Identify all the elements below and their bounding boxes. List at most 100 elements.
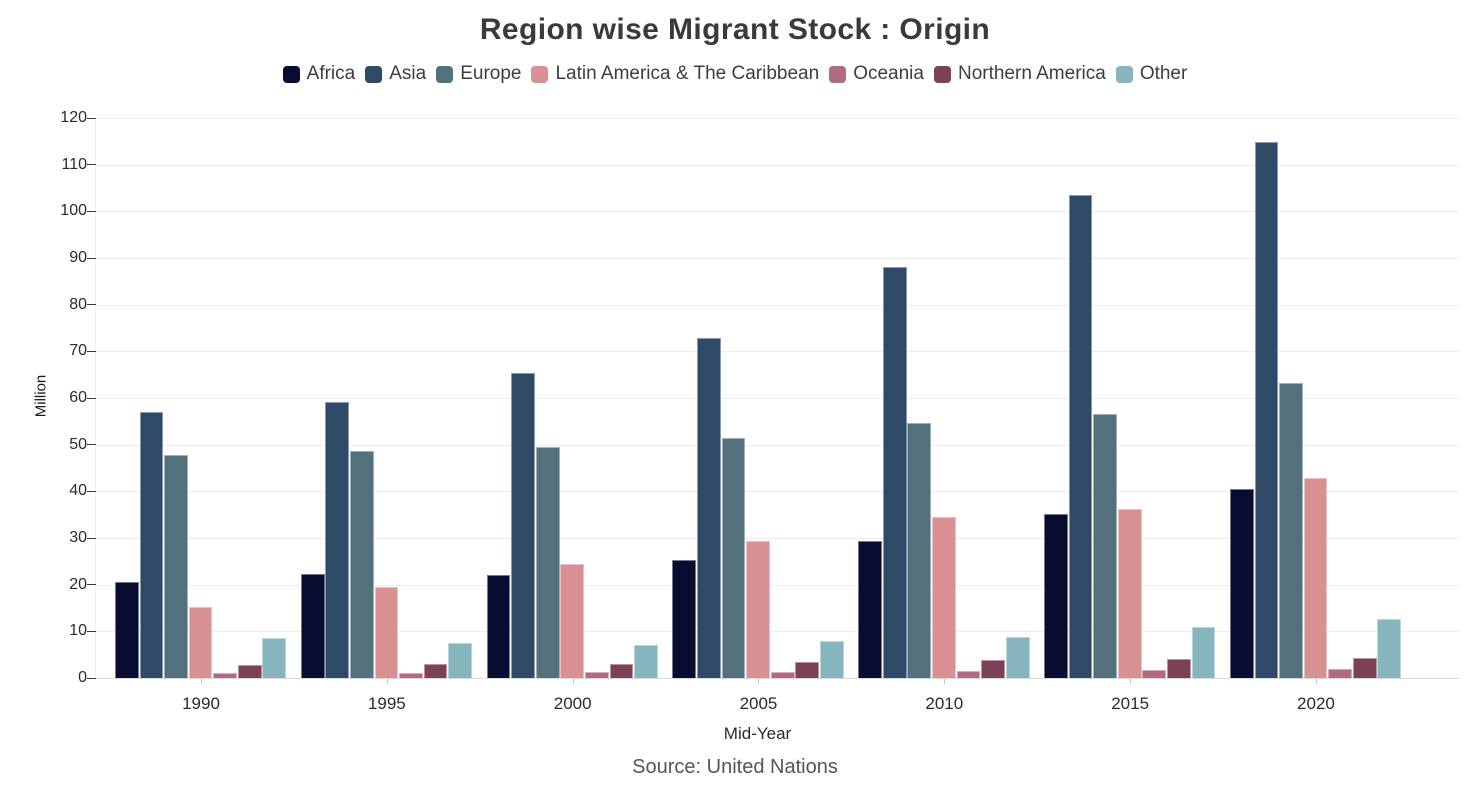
plot-area: 0 10 20 30 40 50 60 70 80 90 100 110 120 1990 1995 2000…	[60, 109, 1459, 713]
bar-asia-1990	[139, 412, 164, 678]
legend-label: Europe	[460, 63, 522, 84]
bar-europe-1995	[349, 450, 374, 678]
bar-oceania-1990	[213, 673, 238, 678]
y-axis-tick	[87, 397, 96, 399]
y-axis-tick	[87, 490, 96, 492]
y-axis-tick-label: 90	[69, 249, 87, 266]
bar-latin-america-the-caribbean-2015	[1117, 508, 1142, 678]
bar-other-1995	[448, 643, 473, 678]
x-axis-tick	[572, 678, 574, 684]
gridline	[96, 491, 1459, 493]
y-axis-tick-label: 0	[78, 669, 87, 686]
bar-africa-1995	[300, 574, 325, 678]
bar-asia-2020	[1254, 141, 1279, 678]
bar-latin-america-the-caribbean-2005	[746, 540, 770, 678]
bar-asia-2005	[697, 338, 721, 678]
legend-item-europe[interactable]: Europe	[436, 63, 521, 85]
legend-item-asia[interactable]: Asia	[365, 63, 426, 85]
y-axis-title: Million	[32, 374, 50, 418]
gridline	[96, 631, 1459, 633]
bar-latin-america-the-caribbean-1990	[188, 607, 213, 678]
y-axis-tick	[87, 444, 96, 446]
y-axis-tick-label: 120	[60, 109, 87, 126]
x-axis-tick	[944, 678, 946, 684]
bar-northern-america-1995	[423, 664, 448, 678]
legend-swatch-icon	[365, 65, 383, 83]
bar-northern-america-2005	[795, 662, 820, 678]
legend-label: Oceania	[853, 63, 924, 84]
y-axis-tick-label: 100	[60, 202, 87, 220]
legend-label: Other	[1139, 63, 1188, 84]
bar-oceania-2020	[1328, 669, 1353, 678]
gridline	[96, 304, 1459, 306]
y-axis-tick-label: 40	[69, 482, 87, 500]
legend-label: Asia	[389, 63, 427, 84]
gridline	[96, 258, 1459, 259]
source-caption: Source: United Nations	[632, 756, 838, 778]
y-axis-tick	[87, 164, 96, 166]
legend-label: Latin America & The Caribbean	[555, 63, 820, 84]
x-axis-tick	[758, 678, 760, 684]
bar-other-2005	[819, 641, 844, 678]
x-axis-tick-label: 2000	[553, 694, 592, 713]
legend-item-africa[interactable]: Africa	[282, 63, 356, 85]
bar-other-1990	[262, 637, 287, 678]
bar-asia-2000	[511, 372, 535, 678]
x-axis-tick	[201, 678, 202, 684]
bar-northern-america-2000	[609, 664, 634, 678]
y-axis-tick-label: 20	[69, 575, 87, 593]
bar-other-2020	[1377, 618, 1402, 678]
legend-swatch-icon	[436, 65, 454, 83]
x-axis-tick	[1315, 678, 1317, 684]
y-axis-tick-label: 30	[69, 529, 87, 546]
gridline	[96, 118, 1459, 119]
legend-swatch-icon	[829, 65, 847, 83]
bar-other-2000	[634, 645, 658, 678]
legend-swatch-icon	[933, 65, 951, 83]
x-axis-tick-label: 1990	[182, 694, 220, 713]
bar-africa-2010	[858, 541, 883, 678]
x-axis-tick-label: 2005	[739, 694, 778, 713]
y-axis-tick-label: 10	[69, 622, 87, 640]
bar-europe-2020	[1279, 383, 1303, 678]
legend-item-other[interactable]: Other	[1115, 63, 1188, 85]
y-axis-tick-label: 110	[61, 155, 87, 173]
x-axis-tick-label: 2015	[1111, 694, 1150, 713]
bar-oceania-1995	[399, 672, 423, 678]
bar-africa-2005	[672, 559, 697, 678]
bar-europe-1990	[164, 455, 188, 678]
legend-item-oceania[interactable]: Oceania	[829, 63, 924, 85]
y-axis-tick	[87, 630, 96, 632]
x-axis-title: Mid-Year	[723, 724, 792, 743]
legend-swatch-icon	[282, 65, 300, 83]
gridline	[96, 444, 1459, 446]
bar-latin-america-the-caribbean-2000	[560, 563, 585, 678]
y-axis-tick-label: 60	[69, 389, 87, 406]
legend-item-northern-america[interactable]: Northern America	[933, 63, 1106, 85]
x-axis-tick	[1130, 678, 1132, 684]
x-axis-tick	[386, 678, 388, 684]
bar-europe-2005	[721, 438, 746, 678]
bar-africa-1990	[115, 581, 139, 678]
bar-asia-2010	[882, 267, 907, 678]
bar-africa-2020	[1229, 489, 1254, 678]
legend-item-latin-america-the-caribbean[interactable]: Latin America & The Caribbean	[531, 63, 819, 85]
bar-northern-america-2010	[981, 659, 1005, 678]
chart-title: Region wise Migrant Stock : Origin	[479, 13, 991, 46]
bar-other-2010	[1005, 636, 1030, 678]
bar-europe-2015	[1093, 414, 1118, 678]
bar-africa-2000	[486, 575, 511, 678]
bar-asia-2015	[1068, 195, 1093, 678]
y-axis-tick	[87, 537, 96, 539]
chart-legend: Africa Asia Europe Latin America & The Cari…	[0, 63, 1470, 85]
y-axis-tick	[87, 304, 96, 306]
legend-swatch-icon	[1115, 65, 1133, 83]
legend-label: Africa	[306, 63, 356, 84]
bar-oceania-2000	[584, 672, 609, 678]
bar-oceania-2005	[770, 671, 795, 678]
y-axis-tick	[87, 677, 96, 679]
x-axis-tick-label: 1995	[367, 694, 406, 713]
y-axis-tick	[87, 584, 96, 586]
bar-other-2015	[1191, 626, 1216, 678]
bar-latin-america-the-caribbean-1995	[374, 586, 399, 678]
